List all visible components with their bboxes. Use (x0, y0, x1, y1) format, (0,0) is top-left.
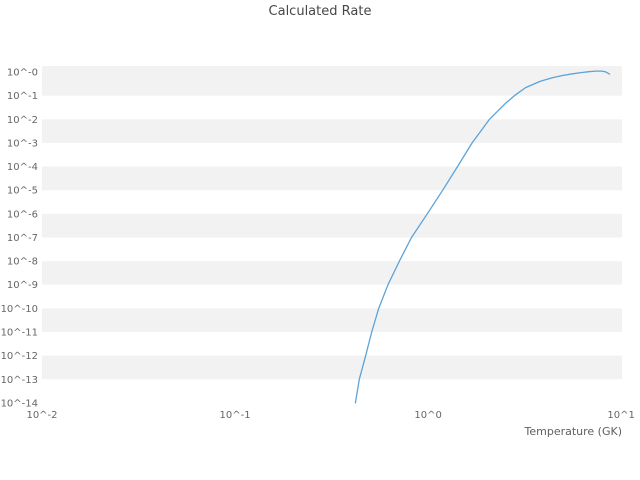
chart-title: Calculated Rate (268, 4, 372, 19)
grid-band (42, 261, 622, 285)
x-tick-label: 10^-2 (26, 410, 57, 421)
grid-band (42, 213, 622, 238)
grid-band (42, 355, 622, 380)
x-tick-label: 10^-1 (220, 410, 251, 421)
y-tick-label: 10^-10 (1, 304, 38, 315)
rate-line (354, 70, 611, 404)
y-tick-label: 10^-13 (1, 375, 38, 386)
y-tick-label: 10^-6 (7, 209, 38, 220)
y-tick-label: 10^-3 (7, 138, 38, 149)
grid-band (42, 308, 622, 333)
x-tick-label: 10^0 (414, 410, 441, 421)
y-tick-label: 10^-8 (7, 257, 38, 268)
y-tick-label: 10^-7 (7, 233, 38, 244)
y-tick-label: 10^-0 (7, 68, 38, 79)
y-tick-label: 10^-12 (1, 351, 38, 362)
y-tick-label: 10^-5 (7, 186, 38, 197)
y-tick-label: 10^-11 (1, 328, 38, 339)
y-tick-label: 10^-2 (7, 115, 38, 126)
grid-band (42, 66, 622, 96)
y-tick-label: 10^-9 (7, 280, 38, 291)
grid-band (42, 119, 622, 143)
x-tick-label: 10^1 (607, 410, 634, 421)
y-tick-label: 10^-4 (7, 162, 38, 173)
grid-band (42, 166, 622, 191)
x-axis-label: Temperature (GK) (524, 425, 623, 438)
y-tick-label: 10^-1 (7, 91, 38, 102)
y-tick-label: 10^-14 (1, 398, 38, 409)
